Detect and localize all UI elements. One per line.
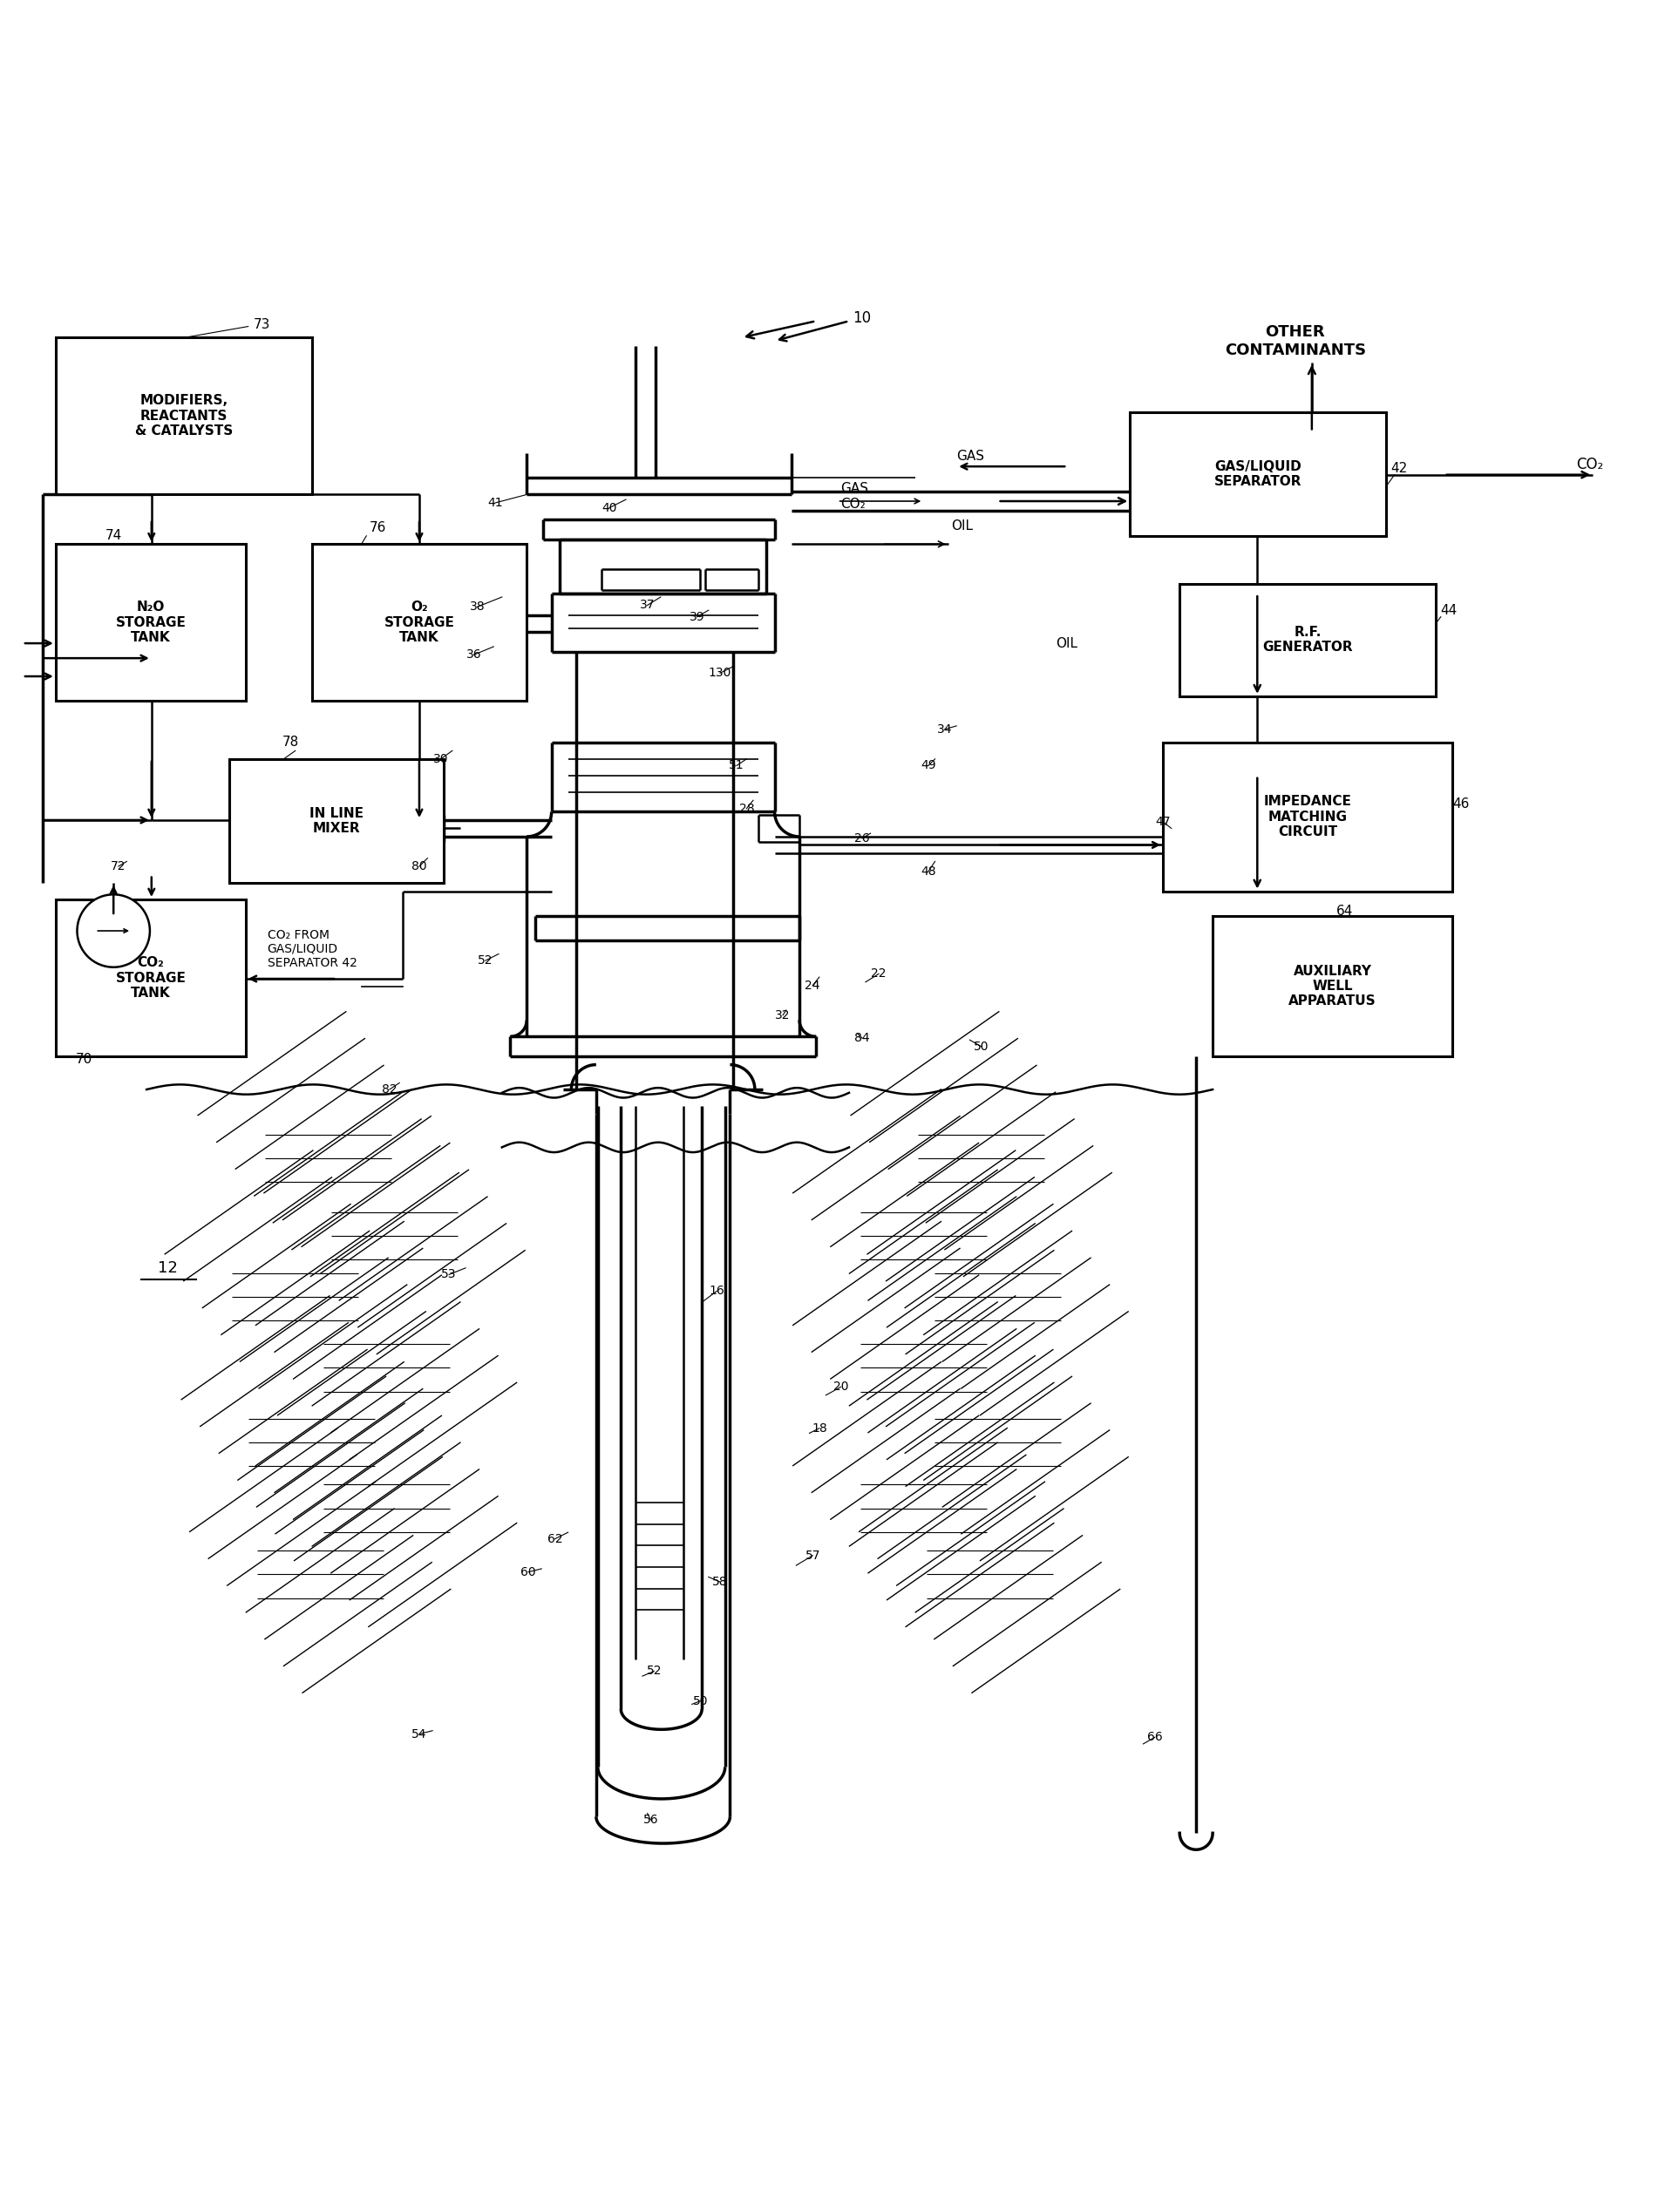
Bar bbox=[1179, 584, 1435, 697]
Text: 20: 20 bbox=[832, 1380, 849, 1394]
Text: 50: 50 bbox=[974, 1040, 989, 1053]
Text: 22: 22 bbox=[871, 967, 886, 980]
Text: 44: 44 bbox=[1440, 604, 1457, 617]
Text: R.F.
GENERATOR: R.F. GENERATOR bbox=[1262, 626, 1354, 655]
Bar bbox=[55, 338, 311, 495]
Text: 41: 41 bbox=[488, 498, 503, 509]
Text: 80: 80 bbox=[411, 860, 426, 872]
Text: 39: 39 bbox=[689, 611, 704, 624]
Text: CO₂ FROM
GAS/LIQUID
SEPARATOR 42: CO₂ FROM GAS/LIQUID SEPARATOR 42 bbox=[266, 929, 356, 969]
Text: GAS/LIQUID
SEPARATOR: GAS/LIQUID SEPARATOR bbox=[1214, 460, 1302, 489]
Bar bbox=[311, 544, 526, 701]
Text: 26: 26 bbox=[854, 832, 869, 845]
Bar bbox=[55, 900, 246, 1057]
Text: 130: 130 bbox=[709, 668, 731, 679]
Text: 32: 32 bbox=[776, 1009, 791, 1022]
Text: 47: 47 bbox=[1156, 816, 1170, 827]
Text: 51: 51 bbox=[729, 759, 744, 772]
Text: 53: 53 bbox=[441, 1267, 456, 1281]
Text: 50: 50 bbox=[693, 1694, 708, 1708]
Text: 57: 57 bbox=[806, 1548, 821, 1562]
Text: 52: 52 bbox=[478, 953, 493, 967]
Text: 46: 46 bbox=[1452, 796, 1469, 810]
Bar bbox=[1164, 743, 1452, 891]
Text: 54: 54 bbox=[411, 1728, 426, 1741]
Text: 60: 60 bbox=[521, 1566, 536, 1577]
Text: 76: 76 bbox=[370, 522, 386, 533]
Text: 58: 58 bbox=[713, 1575, 728, 1588]
Text: 30: 30 bbox=[433, 752, 448, 765]
Text: GAS: GAS bbox=[956, 449, 984, 462]
Text: GAS
CO₂: GAS CO₂ bbox=[841, 482, 869, 511]
Bar bbox=[1131, 411, 1387, 535]
Text: 37: 37 bbox=[639, 599, 654, 611]
Text: 38: 38 bbox=[470, 602, 485, 613]
Text: O₂
STORAGE
TANK: O₂ STORAGE TANK bbox=[385, 602, 455, 644]
Text: CO₂: CO₂ bbox=[1577, 458, 1603, 473]
Text: MODIFIERS,
REACTANTS
& CATALYSTS: MODIFIERS, REACTANTS & CATALYSTS bbox=[135, 394, 233, 438]
Text: 34: 34 bbox=[937, 723, 952, 734]
Text: 56: 56 bbox=[643, 1814, 658, 1827]
Text: 24: 24 bbox=[806, 980, 821, 991]
Text: 12: 12 bbox=[158, 1261, 178, 1276]
Text: IN LINE
MIXER: IN LINE MIXER bbox=[310, 807, 363, 836]
Text: IMPEDANCE
MATCHING
CIRCUIT: IMPEDANCE MATCHING CIRCUIT bbox=[1264, 794, 1352, 838]
Text: OTHER
CONTAMINANTS: OTHER CONTAMINANTS bbox=[1225, 323, 1365, 358]
Text: 18: 18 bbox=[811, 1422, 828, 1433]
Bar bbox=[1212, 916, 1452, 1057]
Bar bbox=[230, 759, 445, 883]
Text: 36: 36 bbox=[466, 648, 481, 661]
Text: OIL: OIL bbox=[951, 520, 974, 533]
Text: 10: 10 bbox=[852, 310, 871, 325]
Text: 28: 28 bbox=[739, 803, 754, 814]
Text: N₂O
STORAGE
TANK: N₂O STORAGE TANK bbox=[115, 602, 186, 644]
Text: 48: 48 bbox=[921, 865, 936, 878]
Bar bbox=[55, 544, 246, 701]
Text: 42: 42 bbox=[1390, 462, 1409, 476]
Text: 62: 62 bbox=[548, 1533, 563, 1544]
Text: 40: 40 bbox=[601, 502, 618, 513]
Text: 70: 70 bbox=[75, 1053, 92, 1066]
Text: OIL: OIL bbox=[1056, 637, 1077, 650]
Text: 72: 72 bbox=[112, 860, 127, 872]
Text: CO₂
STORAGE
TANK: CO₂ STORAGE TANK bbox=[115, 956, 186, 1000]
Text: 16: 16 bbox=[709, 1285, 724, 1296]
Text: 82: 82 bbox=[381, 1084, 398, 1095]
Text: 78: 78 bbox=[281, 737, 298, 750]
Text: 84: 84 bbox=[854, 1033, 869, 1044]
Text: AUXILIARY
WELL
APPARATUS: AUXILIARY WELL APPARATUS bbox=[1289, 964, 1377, 1009]
Circle shape bbox=[77, 894, 150, 967]
Text: 49: 49 bbox=[921, 759, 936, 772]
Text: 74: 74 bbox=[105, 529, 122, 542]
Text: 66: 66 bbox=[1147, 1732, 1162, 1743]
Text: 73: 73 bbox=[253, 319, 271, 332]
Text: 64: 64 bbox=[1337, 905, 1354, 918]
Text: 52: 52 bbox=[646, 1666, 661, 1677]
